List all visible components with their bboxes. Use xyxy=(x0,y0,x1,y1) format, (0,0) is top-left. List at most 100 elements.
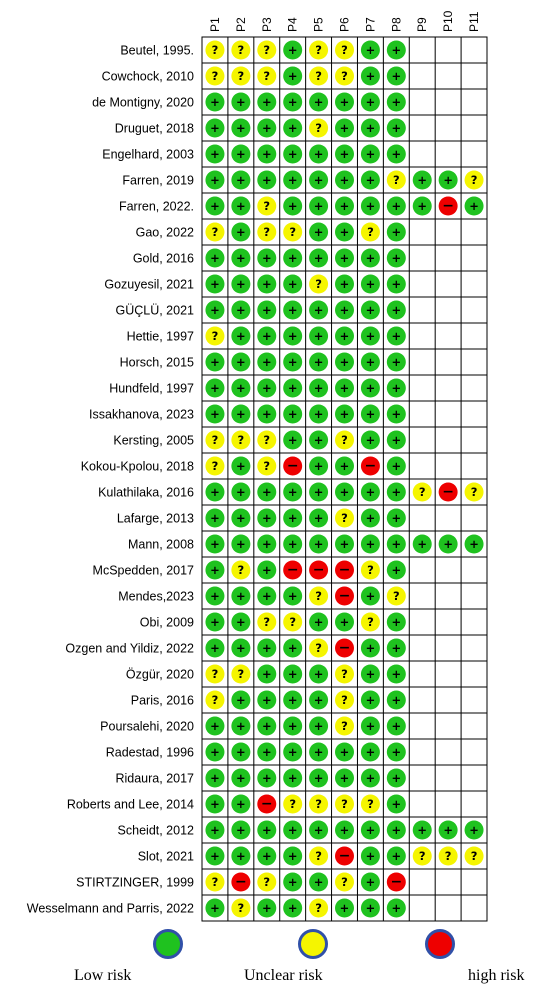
rating-low-marker xyxy=(257,144,277,164)
rating-symbol: + xyxy=(210,485,220,499)
rating-unclear-marker xyxy=(231,898,251,918)
rating-symbol: + xyxy=(366,433,376,447)
rating-low-marker xyxy=(257,846,277,866)
rating-symbol: ? xyxy=(263,69,270,83)
rating-low-marker xyxy=(205,534,225,554)
rating-low-marker xyxy=(257,820,277,840)
rating-symbol: + xyxy=(288,329,298,343)
rating-low-marker xyxy=(309,248,329,268)
rating-high-marker xyxy=(335,560,354,580)
rating-symbol: + xyxy=(340,745,350,759)
rating-symbol: + xyxy=(210,147,220,161)
rating-high-marker xyxy=(438,196,458,216)
column-header: P1 xyxy=(208,17,222,32)
rating-low-marker xyxy=(386,638,406,658)
study-label: Ozgen and Yildiz, 2022 xyxy=(65,642,194,656)
rating-low-marker xyxy=(309,378,329,398)
rating-symbol: + xyxy=(288,433,298,447)
column-header: P4 xyxy=(286,17,300,32)
rating-symbol: + xyxy=(288,277,298,291)
rating-symbol: ? xyxy=(315,901,322,915)
rating-unclear-marker xyxy=(360,612,380,632)
rating-low-marker xyxy=(360,534,380,554)
rating-symbol: + xyxy=(391,329,401,343)
rating-low-marker xyxy=(386,66,406,86)
rating-low-marker xyxy=(283,118,303,138)
rating-symbol: ? xyxy=(238,563,245,577)
rating-low-marker xyxy=(309,612,329,632)
rating-symbol: + xyxy=(366,173,376,187)
rating-symbol: + xyxy=(262,641,272,655)
rating-low-marker xyxy=(309,768,329,788)
rating-low-marker xyxy=(205,92,225,112)
legend-unclear-risk-marker xyxy=(298,929,328,959)
study-label: Gao, 2022 xyxy=(136,226,194,240)
rating-low-marker xyxy=(257,768,277,788)
rating-symbol: + xyxy=(314,303,324,317)
rating-symbol: + xyxy=(210,849,220,863)
rating-low-marker xyxy=(309,196,329,216)
rating-symbol: + xyxy=(391,849,401,863)
rating-unclear-marker xyxy=(231,664,251,684)
rating-symbol: + xyxy=(340,615,350,629)
rating-symbol: + xyxy=(391,381,401,395)
legend-high-risk-label: high risk xyxy=(468,967,525,984)
column-header: P7 xyxy=(363,17,377,32)
rating-unclear-marker xyxy=(257,66,277,86)
rating-symbol: + xyxy=(366,693,376,707)
rating-symbol: + xyxy=(366,147,376,161)
rating-symbol: + xyxy=(366,771,376,785)
rating-low-marker xyxy=(309,690,329,710)
rating-symbol: + xyxy=(314,511,324,525)
rating-symbol: + xyxy=(391,563,401,577)
rating-symbol: + xyxy=(210,511,220,525)
rating-symbol: − xyxy=(287,562,299,578)
rating-symbol: + xyxy=(288,121,298,135)
rating-symbol: + xyxy=(236,745,246,759)
rating-symbol: − xyxy=(339,640,351,656)
rating-symbol: + xyxy=(210,589,220,603)
rating-low-marker xyxy=(231,716,251,736)
study-label: Hettie, 1997 xyxy=(127,330,194,344)
rating-symbol: ? xyxy=(341,875,348,889)
rating-symbol: + xyxy=(288,849,298,863)
rating-low-marker xyxy=(309,664,329,684)
rating-low-marker xyxy=(386,560,406,580)
rating-symbol: + xyxy=(340,173,350,187)
rating-symbol: + xyxy=(391,459,401,473)
rating-symbol: + xyxy=(314,407,324,421)
study-label: Cowchock, 2010 xyxy=(102,70,194,84)
rating-low-marker xyxy=(231,508,251,528)
rating-low-marker xyxy=(283,482,303,502)
rating-low-marker xyxy=(309,716,329,736)
rating-unclear-marker xyxy=(283,612,303,632)
rating-symbol: + xyxy=(340,95,350,109)
rating-symbol: + xyxy=(314,459,324,473)
rating-symbol: + xyxy=(366,407,376,421)
rating-symbol: ? xyxy=(212,693,219,707)
rating-low-marker xyxy=(231,378,251,398)
rating-symbol: + xyxy=(236,199,246,213)
rating-unclear-marker xyxy=(386,170,406,190)
rating-symbol: + xyxy=(314,537,324,551)
rating-symbol: + xyxy=(288,199,298,213)
rating-symbol: + xyxy=(417,823,427,837)
rating-low-marker xyxy=(257,378,277,398)
rating-symbol: ? xyxy=(419,849,426,863)
rating-low-marker xyxy=(386,664,406,684)
study-label: Scheidt, 2012 xyxy=(118,824,194,838)
rating-symbol: + xyxy=(210,381,220,395)
study-label: Issakhanova, 2023 xyxy=(89,408,194,422)
rating-low-marker xyxy=(386,482,406,502)
rating-symbol: + xyxy=(366,199,376,213)
rating-symbol: + xyxy=(391,407,401,421)
rating-symbol: + xyxy=(314,225,324,239)
rating-symbol: − xyxy=(390,874,402,890)
study-label: Özgür, 2020 xyxy=(126,668,194,682)
rating-unclear-marker xyxy=(257,872,277,892)
rating-symbol: ? xyxy=(289,615,296,629)
rating-low-marker xyxy=(205,586,225,606)
rating-symbol: + xyxy=(288,303,298,317)
rating-low-marker xyxy=(386,508,406,528)
rating-low-marker xyxy=(257,170,277,190)
